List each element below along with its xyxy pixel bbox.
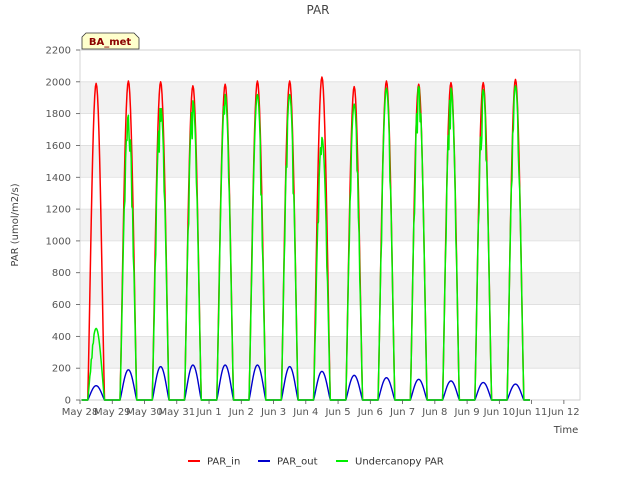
- y-tick-label: 1000: [46, 236, 71, 247]
- legend-label: PAR_in: [207, 457, 240, 468]
- y-tick-label: 400: [52, 332, 71, 343]
- legend-label: PAR_out: [277, 457, 318, 468]
- legend-item: Undercanopy PAR: [336, 457, 444, 468]
- x-tick-label: Jun 5: [324, 407, 350, 418]
- axes-layer: 0 200 400 600 800 1000 1200 1400 1600 1800 2000 220…: [46, 46, 580, 419]
- site-badge: BA_met: [81, 32, 140, 50]
- y-axis-label: PAR (umol/m2/s): [10, 183, 21, 266]
- x-tick-label: Jun 7: [389, 407, 415, 418]
- x-tick-label: Jun 9: [454, 407, 480, 418]
- x-tick-label: Jun 4: [292, 407, 318, 418]
- y-tick-label: 200: [52, 364, 71, 375]
- x-tick-label: May 30: [126, 407, 163, 418]
- grid-band: [80, 272, 580, 305]
- x-tick-label: Jun 6: [357, 407, 383, 418]
- x-tick-label: Jun 8: [421, 407, 447, 418]
- site-label: BA_met: [89, 37, 132, 48]
- y-tick-label: 1200: [46, 205, 71, 216]
- y-tick-label: 2200: [46, 46, 71, 57]
- y-tick-label: 1800: [46, 109, 71, 120]
- grid-band: [80, 145, 580, 178]
- x-tick-label: May 29: [94, 407, 131, 418]
- legend-label: Undercanopy PAR: [355, 457, 444, 468]
- y-tick-label: 1600: [46, 141, 71, 152]
- x-tick-label: May 31: [158, 407, 195, 418]
- legend-item: PAR_in: [188, 457, 240, 468]
- x-tick-label: Jun 3: [260, 407, 286, 418]
- x-tick-label: Jun 12: [547, 407, 580, 418]
- x-tick-label: Jun 1: [195, 407, 221, 418]
- grid-band: [80, 81, 580, 114]
- y-tick-label: 0: [65, 396, 71, 407]
- x-tick-label: Jun 10: [483, 407, 516, 418]
- y-tick-label: 800: [52, 268, 71, 279]
- y-tick-label: 600: [52, 300, 71, 311]
- y-tick-label: 2000: [46, 77, 71, 88]
- x-tick-label: Jun 2: [228, 407, 254, 418]
- x-axis-label: Time: [553, 425, 578, 436]
- chart-title: PAR: [306, 3, 329, 17]
- legend-item: PAR_out: [258, 457, 318, 468]
- grid-band: [80, 209, 580, 241]
- x-tick-label: Jun 11: [515, 407, 548, 418]
- x-tick-label: May 28: [62, 407, 99, 418]
- legend: PAR_in PAR_out Undercanopy PAR: [188, 457, 444, 468]
- y-tick-label: 1400: [46, 173, 71, 184]
